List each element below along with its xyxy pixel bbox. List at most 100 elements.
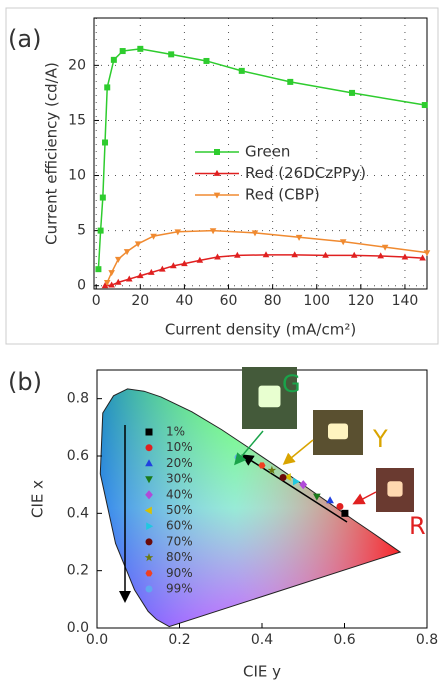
data-point [168,51,175,58]
data-point [421,102,428,109]
data-point [267,465,277,475]
data-point [258,462,266,469]
legend-marker [145,459,153,467]
data-point [377,252,384,259]
x-tick-label: 120 [347,293,374,309]
data-point [326,496,334,504]
legend-marker [214,149,220,155]
data-point [101,282,109,289]
x-tick-label: 140 [392,293,419,309]
legend-marker [146,522,154,531]
data-point [313,493,321,501]
x-tick-label: 0.4 [251,632,273,648]
series-line [104,254,423,287]
data-point [295,234,303,241]
x-axis-label: CIE y [243,663,281,681]
data-point [349,89,356,96]
legend-label: 1% [166,425,185,439]
annotation: R [409,512,426,540]
data-point [119,48,126,55]
legend-marker [213,169,221,176]
data-point [97,227,104,234]
data-point [108,270,115,277]
panel-label: (a) [8,25,41,53]
x-tick-label: 0.8 [416,632,438,648]
data-point [148,268,155,275]
x-tick-label: 20 [131,293,149,309]
data-point [114,256,122,263]
series-line [97,48,425,270]
legend-marker [145,476,153,484]
data-point [170,262,177,269]
y-tick-label: 0.6 [67,448,89,464]
data-point [137,45,144,52]
data-point [203,57,210,64]
data-point [150,233,157,240]
x-tick-label: 60 [220,293,238,309]
y-tick-label: 0.0 [67,620,89,636]
data-point [291,251,298,258]
data-point [251,230,259,237]
y-axis-label: CIE x [29,480,47,518]
data-point [110,56,117,63]
data-point [293,477,301,486]
data-point [262,251,270,258]
x-tick-label: 0.2 [168,632,190,648]
y-tick-label: 0.4 [67,505,89,521]
data-point [102,139,109,146]
legend-marker [145,570,153,577]
legend-label: 90% [166,566,193,580]
legend-label: 60% [166,519,193,533]
x-tick-label: 0.0 [86,632,108,648]
panel-frame [5,7,439,345]
legend-marker [144,506,152,515]
plot-frame [93,17,428,290]
y-tick-label: 20 [68,57,86,73]
data-point [104,84,111,91]
x-axis-label: Current density (mA/cm²) [165,321,356,339]
data-point [108,281,115,288]
x-tick-label: 100 [303,293,330,309]
data-point [339,239,347,246]
legend-marker [145,428,153,436]
photo-arrow [234,430,264,466]
data-point [423,250,431,257]
data-point [299,480,308,490]
legend-label: 30% [166,472,193,486]
data-point [322,251,329,258]
legend-label: 70% [166,534,193,548]
legend-marker [145,538,153,546]
data-point [114,278,122,285]
y-tick-label: 0 [77,278,86,294]
panel-label: (b) [8,368,42,396]
data-point [134,241,142,248]
data-point [181,260,188,267]
data-point [381,244,389,251]
data-point [95,266,102,273]
data-point [279,474,287,481]
data-point [234,251,241,258]
y-tick-label: 0.8 [67,391,89,407]
y-axis-label: Current efficiency (cd/A) [43,62,61,245]
legend-marker [213,192,221,199]
legend-label: 10% [166,440,193,454]
device-glow [387,481,403,497]
legend-marker [145,585,153,593]
photo-arrow [282,439,314,465]
y-tick-label: 10 [68,168,86,184]
data-point [214,253,221,260]
legend-label: Green [245,143,290,161]
plots: 0 5 10 15 20 0 20 40 60 80 100 120 140 (a)Current eff… [8,17,438,681]
data-point [350,251,358,258]
photo-arrow [352,491,377,505]
legend-label: 40% [166,487,193,501]
legend-label: Red (CBP) [245,186,320,204]
data-point [341,509,349,517]
data-point [419,254,426,261]
data-point [159,265,166,272]
legend-marker [145,444,153,452]
data-point [287,78,294,85]
data-point [336,502,344,510]
